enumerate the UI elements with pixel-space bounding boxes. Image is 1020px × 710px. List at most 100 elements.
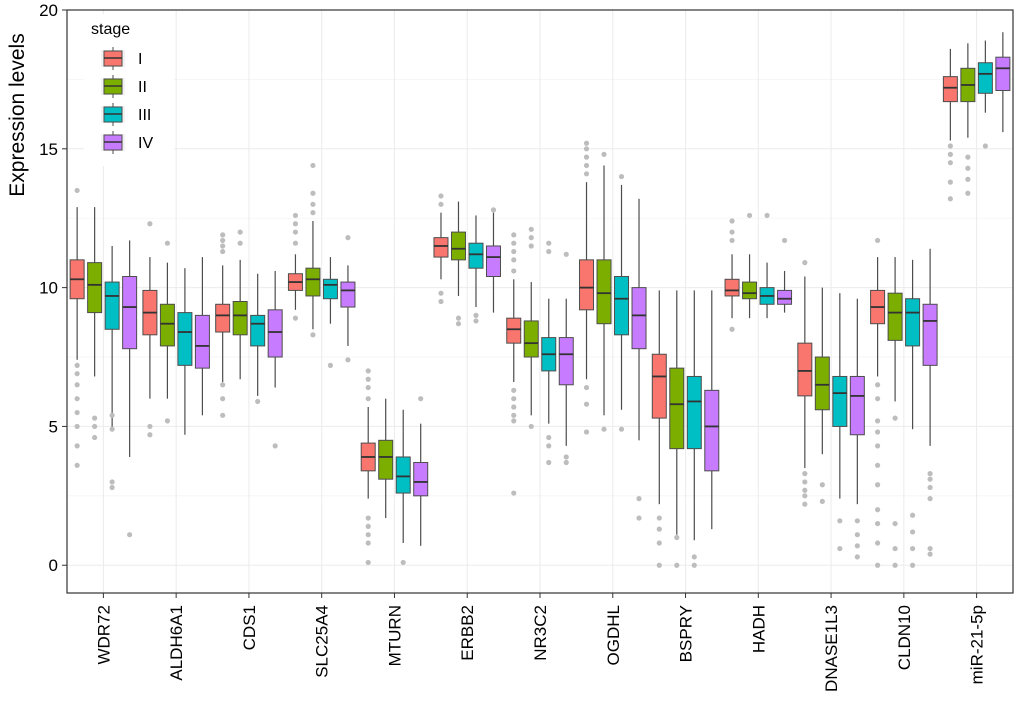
box-OGDHL-II bbox=[596, 151, 612, 432]
outlier-point bbox=[618, 173, 625, 180]
outlier-point bbox=[764, 212, 770, 219]
outlier-point bbox=[92, 415, 98, 421]
x-tick-label: SLC25A4 bbox=[313, 605, 332, 678]
outlier-point bbox=[511, 248, 517, 255]
outlier-point bbox=[255, 398, 261, 405]
outlier-point bbox=[546, 459, 552, 466]
outlier-point bbox=[618, 426, 625, 432]
x-tick-label: miR-21-5p bbox=[968, 605, 987, 684]
box-ERBB2-I bbox=[433, 193, 449, 305]
outlier-point bbox=[583, 429, 590, 435]
box-CDS1-IV bbox=[267, 270, 283, 449]
legend-label: I bbox=[138, 51, 142, 68]
outlier-point bbox=[511, 268, 517, 274]
box-iqr bbox=[450, 231, 466, 261]
box-iqr bbox=[413, 462, 429, 497]
box-NR3C2-III bbox=[541, 240, 557, 466]
x-tick-label: DNASE1L3 bbox=[822, 605, 841, 692]
outlier-point bbox=[947, 179, 953, 185]
outlier-point bbox=[528, 243, 534, 249]
box-iqr bbox=[395, 456, 411, 494]
outlier-point bbox=[874, 462, 881, 468]
box-CLDN10-IV bbox=[922, 248, 938, 557]
outlier-point bbox=[528, 235, 534, 241]
outlier-point bbox=[164, 418, 171, 424]
box-iqr bbox=[596, 259, 612, 325]
outlier-point bbox=[511, 396, 517, 402]
outlier-point bbox=[802, 479, 808, 485]
outlier-point bbox=[237, 240, 243, 246]
box-iqr bbox=[177, 312, 193, 366]
x-tick-label: MTURN bbox=[385, 605, 404, 666]
outlier-point bbox=[511, 257, 517, 263]
box-iqr bbox=[194, 314, 210, 369]
box-iqr bbox=[905, 298, 921, 347]
outlier-point bbox=[74, 362, 80, 368]
box-iqr bbox=[832, 375, 848, 427]
x-tick-label: WDR72 bbox=[94, 605, 113, 665]
outlier-point bbox=[892, 545, 898, 552]
box-iqr bbox=[87, 262, 103, 314]
box-WDR72-II bbox=[87, 207, 103, 441]
box-iqr bbox=[849, 375, 865, 436]
box-ALDH6A1-III bbox=[177, 268, 193, 435]
outlier-point bbox=[909, 545, 916, 552]
outlier-point bbox=[511, 418, 517, 424]
outlier-point bbox=[563, 251, 569, 257]
box-iqr bbox=[579, 259, 595, 311]
outlier-point bbox=[310, 201, 316, 207]
outlier-point bbox=[583, 401, 590, 407]
x-tick-label: ALDH6A1 bbox=[167, 605, 186, 681]
x-tick-label: ERBB2 bbox=[458, 605, 477, 661]
box-iqr bbox=[523, 320, 539, 358]
outlier-point bbox=[546, 434, 552, 441]
outlier-point bbox=[345, 357, 351, 363]
box-iqr bbox=[215, 303, 231, 333]
outlier-point bbox=[636, 496, 642, 502]
outlier-point bbox=[365, 376, 371, 382]
outlier-point bbox=[365, 368, 371, 374]
box-iqr bbox=[669, 367, 685, 450]
box-BSPRY-IV bbox=[704, 290, 720, 530]
outlier-point bbox=[74, 423, 80, 430]
box-iqr bbox=[322, 278, 338, 300]
box-HADH-II bbox=[742, 212, 758, 319]
outlier-point bbox=[927, 484, 933, 491]
box-iqr bbox=[305, 267, 321, 297]
box-SLC25A4-I bbox=[287, 212, 303, 321]
outlier-point bbox=[874, 396, 881, 402]
box-CDS1-III bbox=[250, 273, 266, 405]
outlier-point bbox=[365, 384, 371, 391]
box-WDR72-I bbox=[69, 187, 85, 468]
box-iqr bbox=[122, 276, 138, 350]
outlier-point bbox=[563, 454, 569, 460]
outlier-point bbox=[656, 562, 662, 568]
outlier-point bbox=[729, 229, 735, 235]
outlier-point bbox=[400, 559, 406, 566]
outlier-point bbox=[220, 412, 226, 418]
outlier-point bbox=[819, 482, 825, 488]
outlier-point bbox=[874, 237, 881, 244]
y-axis-label: Expression levels bbox=[6, 33, 29, 196]
box-miR-21-5p-I bbox=[942, 48, 958, 202]
series-I bbox=[69, 48, 958, 568]
box-DNASE1L3-IV bbox=[849, 298, 865, 560]
outlier-point bbox=[511, 387, 517, 393]
outlier-point bbox=[874, 562, 881, 568]
box-MTURN-I bbox=[360, 368, 376, 566]
outlier-point bbox=[583, 154, 590, 160]
outlier-point bbox=[854, 532, 860, 538]
outlier-point bbox=[546, 248, 552, 255]
outlier-point bbox=[874, 540, 881, 546]
outlier-point bbox=[874, 507, 881, 513]
box-iqr bbox=[942, 76, 958, 103]
outlier-point bbox=[365, 532, 371, 538]
outlier-point bbox=[490, 207, 497, 213]
box-iqr bbox=[468, 242, 484, 269]
outlier-point bbox=[583, 146, 590, 152]
outlier-point bbox=[874, 482, 881, 488]
y-tick-label: 0 bbox=[49, 556, 58, 575]
y-tick-label: 20 bbox=[39, 1, 58, 20]
outlier-point bbox=[455, 321, 462, 327]
